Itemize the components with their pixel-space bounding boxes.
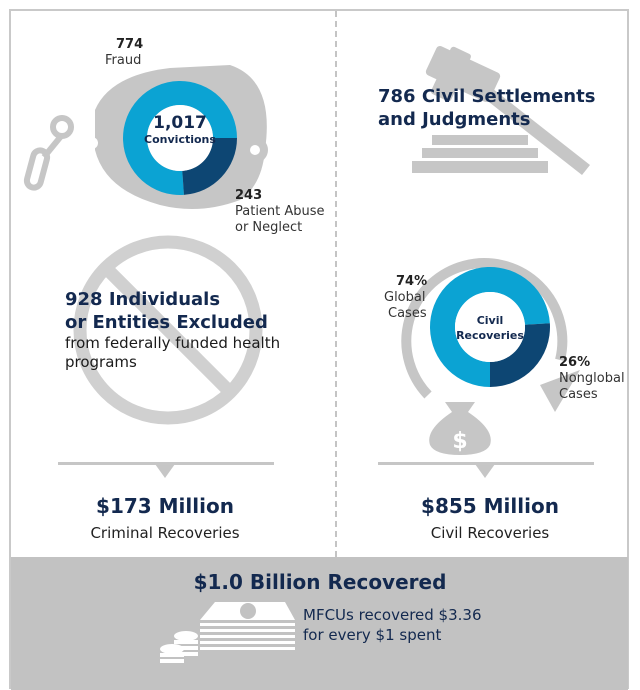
civil-separator	[378, 462, 594, 478]
cycle-arrow-icon	[401, 258, 568, 399]
civil-amount: $855 Million	[421, 494, 559, 518]
nonglobal-label-1: Nonglobal	[559, 371, 625, 386]
criminal-separator	[58, 462, 274, 478]
exclusions-desc1: from federally funded health	[65, 334, 281, 352]
cash-stack-icon	[160, 602, 295, 663]
nonglobal-segment	[490, 323, 550, 387]
donut-hole	[147, 105, 213, 171]
footer-band	[11, 557, 628, 690]
convictions-donut	[123, 81, 237, 195]
footer-line1: MFCUs recovered $3.36	[303, 606, 482, 624]
abuse-label-1: Patient Abuse	[235, 204, 325, 219]
donut-hole	[455, 292, 525, 362]
abuse-label-2: or Neglect	[235, 220, 303, 235]
nonglobal-percent: 26%	[559, 355, 591, 370]
column-divider	[335, 11, 337, 557]
money-bag-icon: $	[429, 402, 491, 455]
fraud-segment	[123, 81, 237, 195]
abuse-segment	[182, 138, 237, 195]
footer-title: $1.0 Billion Recovered	[193, 570, 447, 594]
prohibited-icon	[73, 235, 263, 425]
civil-center-1: Civil	[476, 314, 504, 327]
gavel-icon	[412, 46, 590, 175]
global-label-2: Cases	[388, 306, 427, 321]
footer-line2: for every $1 spent	[303, 626, 442, 644]
fraud-count: 774	[116, 37, 144, 52]
settlements-line2: and Judgments	[378, 109, 531, 130]
global-segment	[430, 267, 550, 387]
civil-donut	[430, 267, 550, 387]
global-label-1: Global	[384, 290, 426, 305]
civil-label: Civil Recoveries	[430, 524, 550, 542]
abuse-count: 243	[235, 188, 263, 203]
criminal-amount: $173 Million	[96, 494, 234, 518]
criminal-label: Criminal Recoveries	[90, 524, 240, 542]
global-percent: 74%	[396, 274, 428, 289]
nonglobal-label-2: Cases	[559, 387, 598, 402]
settlements-line1: 786 Civil Settlements	[378, 86, 596, 107]
exclusions-line1: 928 Individuals	[65, 289, 221, 310]
exclusions-desc2: programs	[65, 353, 137, 371]
civil-center-2: Recoveries	[456, 329, 524, 342]
convictions-label: Convictions	[144, 133, 216, 146]
convictions-total: 1,017	[153, 113, 207, 133]
svg-text:$: $	[452, 429, 467, 454]
exclusions-line2: or Entities Excluded	[65, 312, 268, 333]
fraud-label: Fraud	[105, 53, 142, 68]
